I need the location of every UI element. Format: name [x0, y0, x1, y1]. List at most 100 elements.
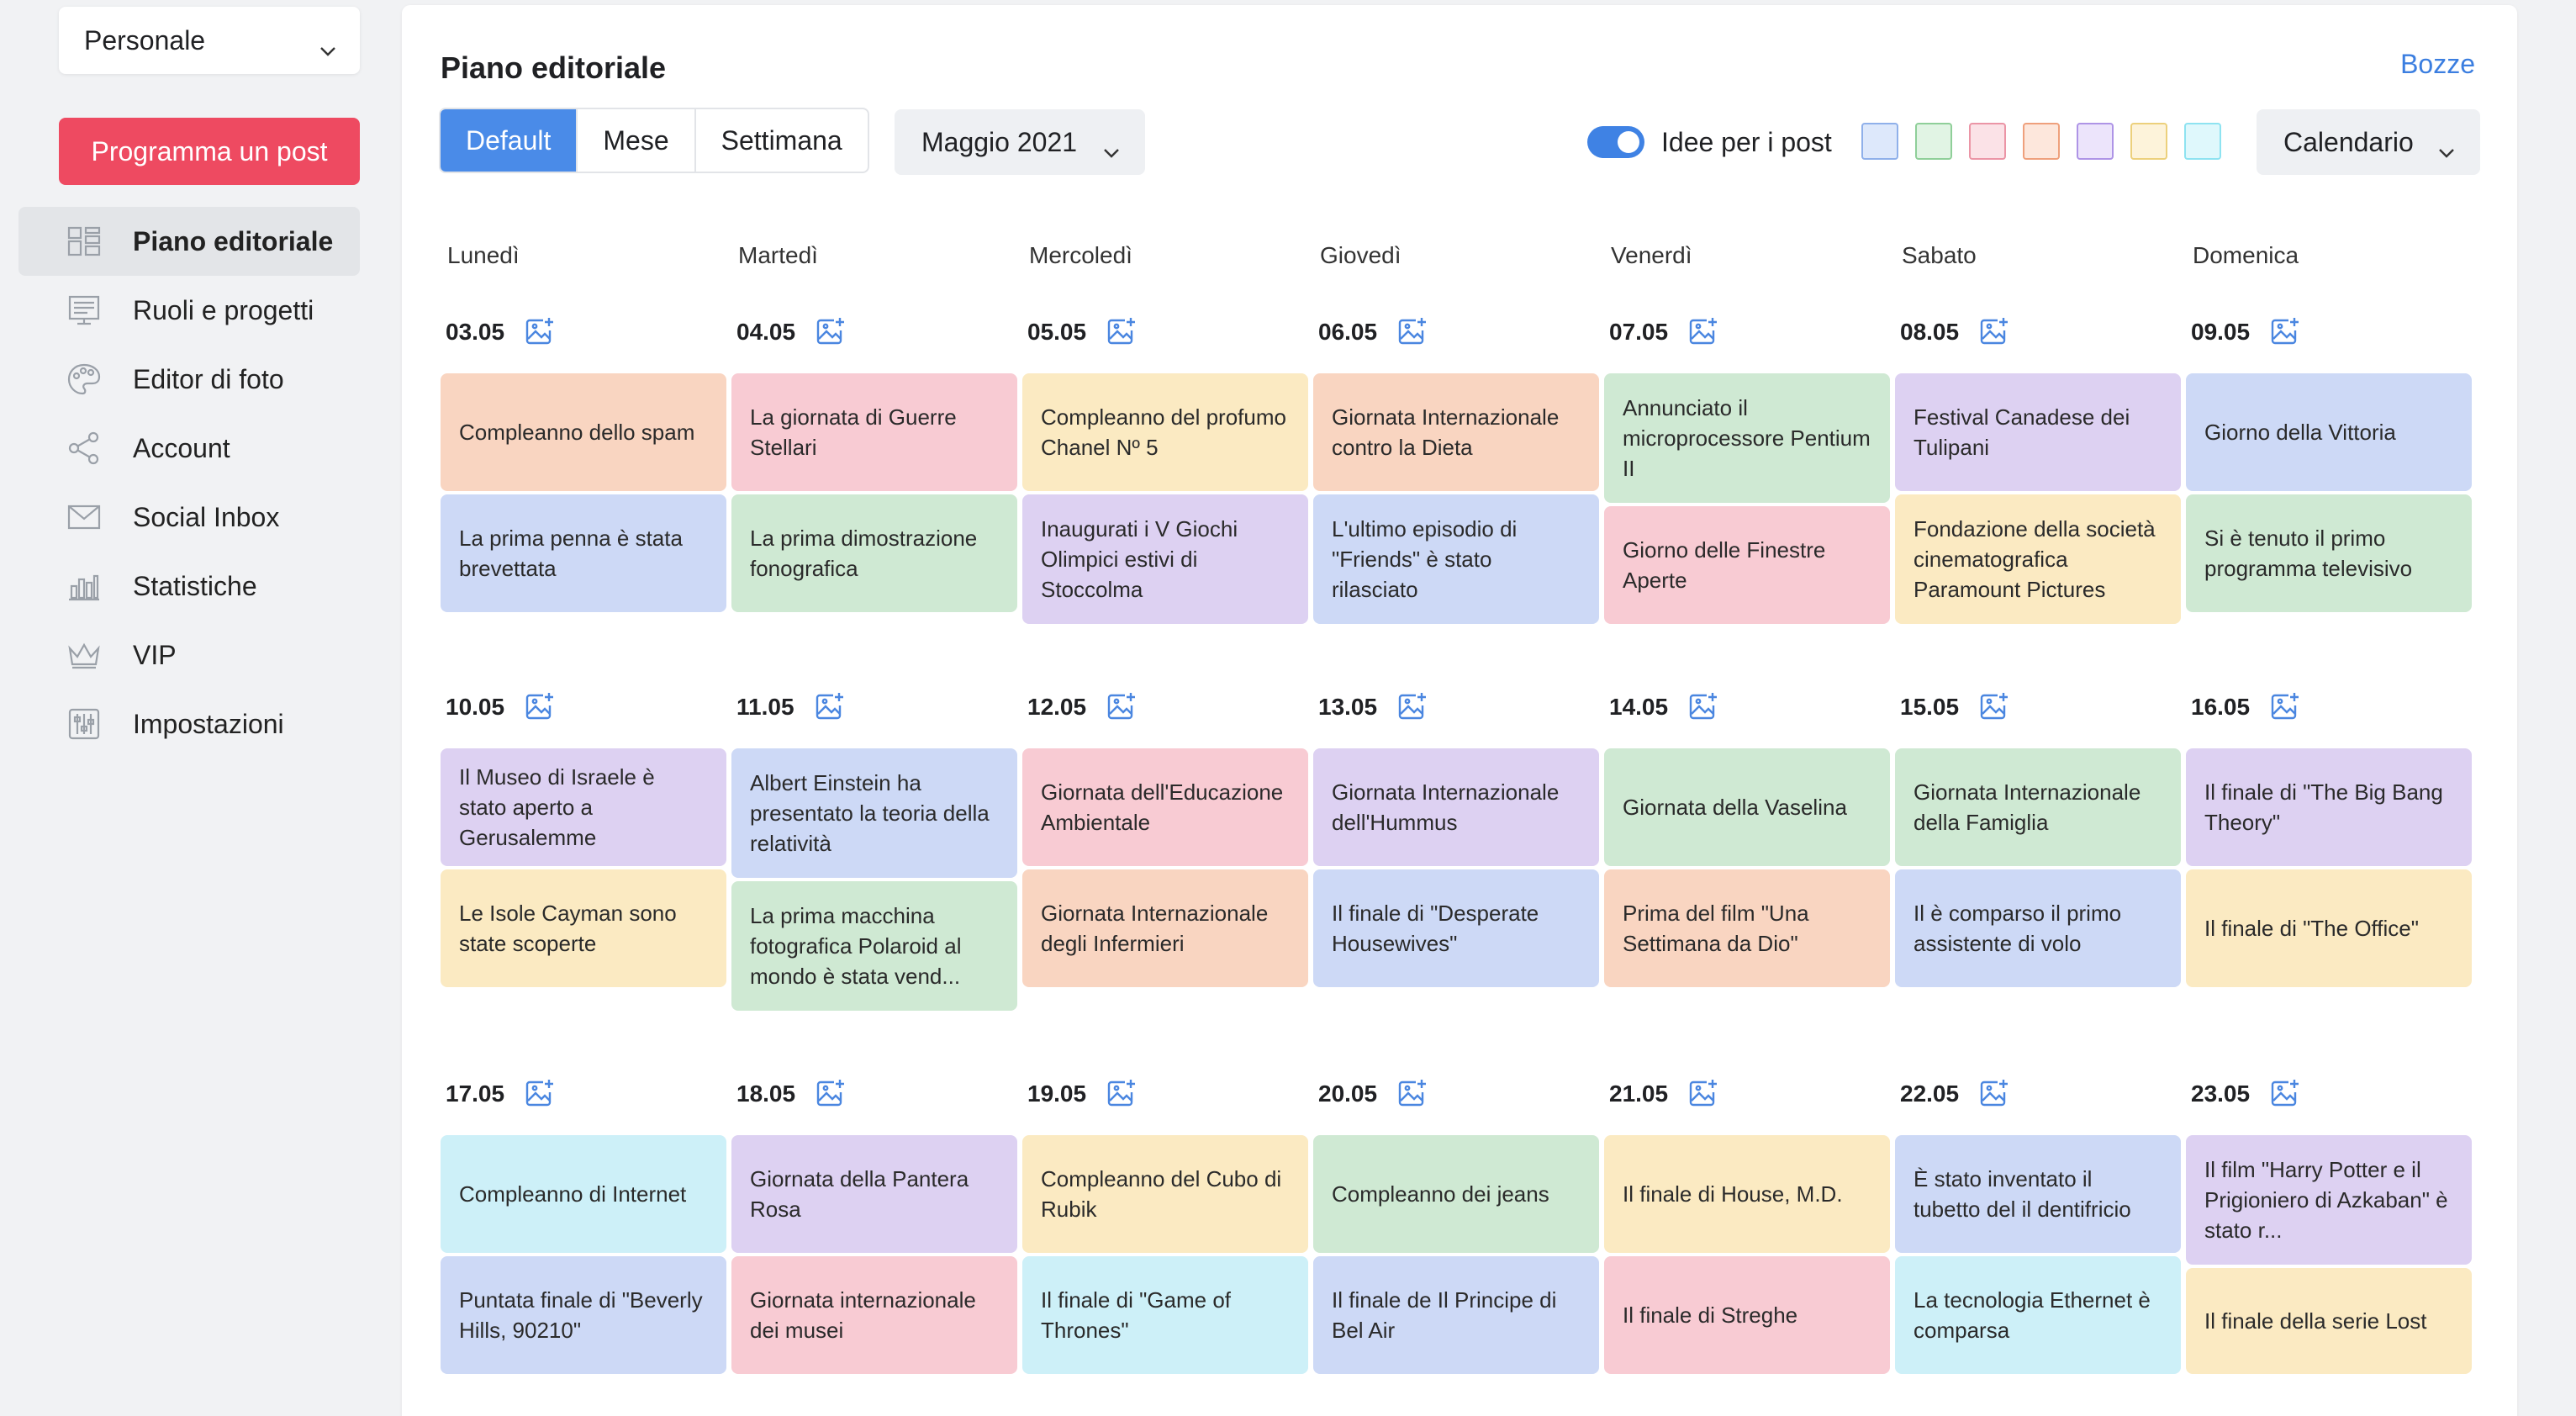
add-image-icon[interactable] — [1687, 690, 1720, 724]
color-filter-yellow[interactable] — [2130, 123, 2167, 160]
add-image-icon[interactable] — [523, 690, 557, 724]
post-idea-card[interactable]: Il finale di "Game of Thrones" — [1022, 1256, 1308, 1374]
color-filter-orange[interactable] — [2023, 123, 2060, 160]
month-select[interactable]: Maggio 2021 — [895, 109, 1145, 175]
add-image-icon[interactable] — [1687, 315, 1720, 349]
day-header: 08.05 — [1895, 315, 2186, 349]
color-filter-pink[interactable] — [1969, 123, 2006, 160]
sidebar-item-label: Impostazioni — [133, 708, 284, 739]
tab-mese[interactable]: Mese — [578, 109, 696, 172]
post-idea-card[interactable]: Albert Einstein ha presentato la teoria … — [731, 748, 1017, 878]
sidebar-item-piano-editoriale[interactable]: Piano editoriale — [18, 207, 360, 276]
post-idea-card[interactable]: La prima macchina fotografica Polaroid a… — [731, 881, 1017, 1011]
post-idea-card[interactable]: Giorno della Vittoria — [2186, 373, 2472, 491]
post-idea-card[interactable]: Giornata Internazionale contro la Dieta — [1313, 373, 1599, 491]
tab-settimana[interactable]: Settimana — [721, 124, 842, 156]
post-idea-card[interactable]: Il film "Harry Potter e il Prigioniero d… — [2186, 1135, 2472, 1265]
date-label: 17.05 — [446, 1080, 505, 1107]
post-idea-card[interactable]: Fondazione della società cinematografica… — [1895, 494, 2181, 624]
add-image-icon[interactable] — [1977, 1077, 2011, 1111]
post-idea-card[interactable]: Giornata internazionale dei musei — [731, 1256, 1017, 1374]
drafts-link[interactable]: Bozze — [2400, 49, 2475, 79]
post-idea-card[interactable]: Il è comparso il primo assistente di vol… — [1895, 869, 2181, 987]
post-idea-card[interactable]: Compleanno di Internet — [441, 1135, 726, 1253]
post-idea-card[interactable]: Compleanno del profumo Chanel Nº 5 — [1022, 373, 1308, 491]
post-idea-text: Giornata internazionale dei musei — [750, 1287, 976, 1343]
post-idea-card[interactable]: La giornata di Guerre Stellari — [731, 373, 1017, 491]
view-select[interactable]: Calendario — [2257, 109, 2480, 175]
post-idea-text: Il Museo di Israele è stato aperto a Ger… — [459, 764, 655, 850]
post-idea-card[interactable]: Il finale di "The Office" — [2186, 869, 2472, 987]
post-idea-card[interactable]: Giornata dell'Educazione Ambientale — [1022, 748, 1308, 866]
sidebar-item-impostazioni[interactable]: Impostazioni — [18, 690, 360, 758]
add-image-icon[interactable] — [2268, 1077, 2302, 1111]
post-idea-card[interactable]: La prima dimostrazione fonografica — [731, 494, 1017, 612]
ideas-toggle[interactable] — [1587, 126, 1644, 158]
add-image-icon[interactable] — [1396, 690, 1429, 724]
post-idea-card[interactable]: Compleanno dei jeans — [1313, 1135, 1599, 1253]
sidebar-item-social-inbox[interactable]: Social Inbox — [18, 483, 360, 552]
post-idea-card[interactable]: Il finale di "Desperate Housewives" — [1313, 869, 1599, 987]
sidebar-item-statistiche[interactable]: Statistiche — [18, 552, 360, 621]
post-idea-card[interactable]: Il finale di House, M.D. — [1604, 1135, 1890, 1253]
post-idea-text: La prima macchina fotografica Polaroid a… — [750, 903, 962, 989]
post-idea-card[interactable]: Puntata finale di "Beverly Hills, 90210" — [441, 1256, 726, 1374]
post-idea-card[interactable]: Il finale della serie Lost — [2186, 1268, 2472, 1374]
sidebar-item-ruoli-e-progetti[interactable]: Ruoli e progetti — [18, 276, 360, 345]
color-filter-purple[interactable] — [2077, 123, 2114, 160]
post-idea-card[interactable]: La prima penna è stata brevettata — [441, 494, 726, 612]
color-filter-cyan[interactable] — [2184, 123, 2221, 160]
post-idea-card[interactable]: Giornata Internazionale degli Infermieri — [1022, 869, 1308, 987]
post-idea-card[interactable]: Inaugurati i V Giochi Olimpici estivi di… — [1022, 494, 1308, 624]
envelope-icon — [66, 499, 103, 536]
post-idea-card[interactable]: Si è tenuto il primo programma televisiv… — [2186, 494, 2472, 612]
add-image-icon[interactable] — [2268, 315, 2302, 349]
post-idea-card[interactable]: Festival Canadese dei Tulipani — [1895, 373, 2181, 491]
account-select[interactable]: Personale — [59, 7, 360, 74]
grid-icon — [66, 223, 103, 260]
add-image-icon[interactable] — [1105, 690, 1138, 724]
post-idea-card[interactable]: Giorno delle Finestre Aperte — [1604, 506, 1890, 624]
add-image-icon[interactable] — [1396, 1077, 1429, 1111]
tab-default[interactable]: Default — [441, 109, 578, 172]
sidebar-item-account[interactable]: Account — [18, 414, 360, 483]
add-image-icon[interactable] — [1977, 315, 2011, 349]
post-idea-card[interactable]: Giornata Internazionale della Famiglia — [1895, 748, 2181, 866]
post-idea-card[interactable]: Compleanno del Cubo di Rubik — [1022, 1135, 1308, 1253]
schedule-post-button[interactable]: Programma un post — [59, 118, 360, 185]
post-idea-card[interactable]: Compleanno dello spam — [441, 373, 726, 491]
add-image-icon[interactable] — [2268, 690, 2302, 724]
post-idea-card[interactable]: È stato inventato il tubetto del il dent… — [1895, 1135, 2181, 1253]
add-image-icon[interactable] — [523, 315, 557, 349]
add-image-icon[interactable] — [814, 315, 847, 349]
post-idea-card[interactable]: Il finale de Il Principe di Bel Air — [1313, 1256, 1599, 1374]
post-idea-card[interactable]: Giornata della Pantera Rosa — [731, 1135, 1017, 1253]
color-filter-blue[interactable] — [1861, 123, 1898, 160]
add-image-icon[interactable] — [1977, 690, 2011, 724]
add-image-icon[interactable] — [813, 690, 847, 724]
post-idea-card[interactable]: Giornata della Vaselina — [1604, 748, 1890, 866]
post-idea-card[interactable]: Il Museo di Israele è stato aperto a Ger… — [441, 748, 726, 866]
post-idea-text: Il finale di "The Office" — [2204, 916, 2419, 941]
day-column: Compleanno dei jeans Il finale de Il Prin… — [1313, 1135, 1599, 1377]
day-columns: Compleanno dello spam La prima penna è st… — [441, 373, 2484, 627]
post-idea-card[interactable]: Il finale di "The Big Bang Theory" — [2186, 748, 2472, 866]
post-idea-card[interactable]: Il finale di Streghe — [1604, 1256, 1890, 1374]
add-image-icon[interactable] — [1105, 1077, 1138, 1111]
post-idea-card[interactable]: Annunciato il microprocessore Pentium II — [1604, 373, 1890, 503]
sidebar-item-editor-di-foto[interactable]: Editor di foto — [18, 345, 360, 414]
post-idea-card[interactable]: La tecnologia Ethernet è comparsa — [1895, 1256, 2181, 1374]
post-idea-card[interactable]: L'ultimo episodio di "Friends" è stato r… — [1313, 494, 1599, 624]
add-image-icon[interactable] — [1105, 315, 1138, 349]
sidebar-item-vip[interactable]: VIP — [18, 621, 360, 690]
add-image-icon[interactable] — [814, 1077, 847, 1111]
add-image-icon[interactable] — [523, 1077, 557, 1111]
post-idea-card[interactable]: Giornata Internazionale dell'Hummus — [1313, 748, 1599, 866]
post-idea-card[interactable]: Le Isole Cayman sono state scoperte — [441, 869, 726, 987]
add-image-icon[interactable] — [1687, 1077, 1720, 1111]
sidebar-item-label: VIP — [133, 639, 177, 670]
crown-icon — [66, 637, 103, 674]
post-idea-card[interactable]: Prima del film "Una Settimana da Dio" — [1604, 869, 1890, 987]
add-image-icon[interactable] — [1396, 315, 1429, 349]
color-filter-green[interactable] — [1915, 123, 1952, 160]
